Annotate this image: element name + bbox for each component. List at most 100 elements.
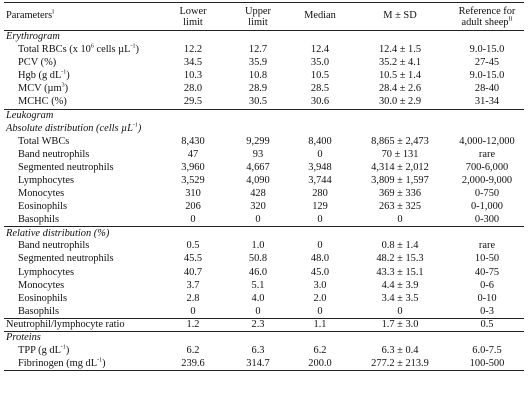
upper-limit-cell: 4,090 xyxy=(246,174,270,186)
table-row: Total WBCs 8,430 9,299 8,400 8,865 ± 2,473 4,… xyxy=(4,135,524,148)
parameter-label: PCV (%) xyxy=(18,57,57,69)
table-row: Lymphocytes 40.7 46.0 45.0 43.3 ± 15.1 40-75 xyxy=(4,266,524,279)
upper-limit-cell: 35.9 xyxy=(248,57,268,69)
header-parameters: ParametersI xyxy=(4,2,160,31)
reference-cell: 27-45 xyxy=(474,57,500,69)
table-row: Band neutrophils 47 93 0 70 ± 131 rare xyxy=(4,148,524,161)
lower-limit-cell: 206 xyxy=(185,201,201,213)
lower-limit-cell: 3,960 xyxy=(181,161,205,173)
table-row: Segmented neutrophils 45.5 50.8 48.0 48.2 ± … xyxy=(4,253,524,266)
parameter-label: Total RBCs (x 106 cells µL-1) xyxy=(18,43,139,55)
section-label: Absolute distribution (cells µL-1) xyxy=(6,122,142,134)
upper-limit-cell: 2.3 xyxy=(226,318,290,332)
parameter-label: Eosinophils xyxy=(18,201,68,213)
lower-limit-cell: 12.2 xyxy=(183,43,203,55)
lower-limit-cell: 10.3 xyxy=(183,70,203,82)
table-row: Fibrinogen (mg dL-1) 239.6 314.7 200.0 277.2… xyxy=(4,357,524,372)
median-cell: 2.0 xyxy=(313,292,327,304)
parameter-label: Monocytes xyxy=(18,187,65,199)
reference-cell: 4,000-12,000 xyxy=(459,135,515,147)
reference-cell: 9.0-15.0 xyxy=(469,70,505,82)
section-row: Absolute distribution (cells µL-1) xyxy=(4,122,524,135)
upper-limit-cell: 93 xyxy=(252,148,264,160)
table-row: Band neutrophils 0.5 1.0 0 0.8 ± 1.4 rare xyxy=(4,240,524,253)
upper-limit-cell: 10.8 xyxy=(248,70,268,82)
median-cell: 6.2 xyxy=(313,345,327,357)
median-cell: 8,400 xyxy=(308,135,332,147)
lower-limit-cell: 45.5 xyxy=(183,253,203,265)
parameter-label: Segmented neutrophils xyxy=(18,253,114,265)
table-row: Segmented neutrophils 3,960 4,667 3,948 4,31… xyxy=(4,161,524,174)
lower-limit-cell: 34.5 xyxy=(183,57,203,69)
median-cell: 1.1 xyxy=(290,318,350,332)
reference-cell: 100-500 xyxy=(450,357,524,372)
median-cell: 129 xyxy=(312,201,328,213)
lower-limit-cell: 3,529 xyxy=(181,174,205,186)
upper-limit-cell: 46.0 xyxy=(248,266,268,278)
mean-sd-cell: 28.4 ± 2.6 xyxy=(378,83,422,95)
reference-cell: 0-3 xyxy=(480,305,494,317)
reference-cell: rare xyxy=(478,240,496,252)
lower-limit-cell: 6.2 xyxy=(186,345,200,357)
upper-limit-cell: 4,667 xyxy=(246,161,270,173)
header-mean-sd: M ± SD xyxy=(350,2,450,31)
reference-cell: 0-6 xyxy=(480,279,494,291)
parameter-label: MCHC (%) xyxy=(18,96,67,108)
section-row: Proteins xyxy=(4,331,524,345)
table-body: Erythrogram Total RBCs (x 106 cells µL-1)… xyxy=(4,29,524,372)
median-cell: 0 xyxy=(317,305,323,317)
mean-sd-cell: 8,865 ± 2,473 xyxy=(371,135,429,147)
median-cell: 48.0 xyxy=(310,253,330,265)
header-upper-limit: Upper limit xyxy=(226,2,290,31)
upper-limit-cell: 28.9 xyxy=(248,83,268,95)
lower-limit-cell: 0.5 xyxy=(186,240,200,252)
lower-limit-cell: 3.7 xyxy=(186,279,200,291)
median-cell: 0 xyxy=(317,240,323,252)
lower-limit-cell: 8,430 xyxy=(181,135,205,147)
parameter-label: Basophils xyxy=(18,213,59,225)
mean-sd-cell: 43.3 ± 15.1 xyxy=(376,266,424,278)
reference-cell: 0-300 xyxy=(474,213,500,225)
parameter-label: Band neutrophils xyxy=(18,240,90,252)
reference-cell: 31-34 xyxy=(474,96,500,108)
mean-sd-cell: 12.4 ± 1.5 xyxy=(378,43,422,55)
reference-cell: 0-1,000 xyxy=(470,201,504,213)
mean-sd-cell: 6.3 ± 0.4 xyxy=(381,345,419,357)
parameter-label: Lymphocytes xyxy=(18,266,74,278)
median-cell: 10.5 xyxy=(310,70,330,82)
upper-limit-cell: 4.0 xyxy=(251,292,265,304)
mean-sd-cell: 35.2 ± 4.1 xyxy=(378,57,422,69)
lower-limit-cell: 40.7 xyxy=(183,266,203,278)
table-row: Monocytes 3.7 5.1 3.0 4.4 ± 3.9 0-6 xyxy=(4,279,524,292)
upper-limit-cell: 30.5 xyxy=(248,96,268,108)
mean-sd-cell: 4.4 ± 3.9 xyxy=(381,279,419,291)
table-row: Eosinophils 206 320 129 263 ± 325 0-1,000 xyxy=(4,201,524,214)
median-cell: 3.0 xyxy=(313,279,327,291)
median-cell: 30.6 xyxy=(310,96,330,108)
lower-limit-cell: 239.6 xyxy=(160,357,226,372)
reference-cell: 28-40 xyxy=(474,83,500,95)
parameter-label: Total WBCs xyxy=(18,135,70,147)
reference-cell: 40-75 xyxy=(474,266,500,278)
header-reference: Reference for adult sheepII xyxy=(450,2,524,31)
reference-cell: 10-50 xyxy=(474,253,500,265)
upper-limit-cell: 12.7 xyxy=(248,43,268,55)
mean-sd-cell: 277.2 ± 213.9 xyxy=(350,357,450,372)
lower-limit-cell: 28.0 xyxy=(183,83,203,95)
lower-limit-cell: 1.2 xyxy=(160,318,226,332)
parameter-label: Lymphocytes xyxy=(18,174,74,186)
median-cell: 45.0 xyxy=(310,266,330,278)
section-label: Relative distribution (%) xyxy=(4,226,524,240)
mean-sd-cell: 4,314 ± 2,012 xyxy=(371,161,429,173)
mean-sd-cell: 70 ± 131 xyxy=(381,148,419,160)
reference-cell: rare xyxy=(478,148,496,160)
upper-limit-cell: 9,299 xyxy=(246,135,270,147)
upper-limit-cell: 428 xyxy=(250,187,266,199)
table-row: TPP (g dL-1) 6.2 6.3 6.2 6.3 ± 0.4 6.0-7.5 xyxy=(4,345,524,358)
section-row: Erythrogram xyxy=(4,29,524,44)
mean-sd-cell: 48.2 ± 15.3 xyxy=(376,253,424,265)
median-cell: 0 xyxy=(317,148,323,160)
table-row: Total RBCs (x 106 cells µL-1) 12.2 12.7 12.… xyxy=(4,43,524,57)
header-row: ParametersI Lower limit Upper limit Median… xyxy=(4,2,524,31)
section-label: Leukogram xyxy=(4,108,524,123)
